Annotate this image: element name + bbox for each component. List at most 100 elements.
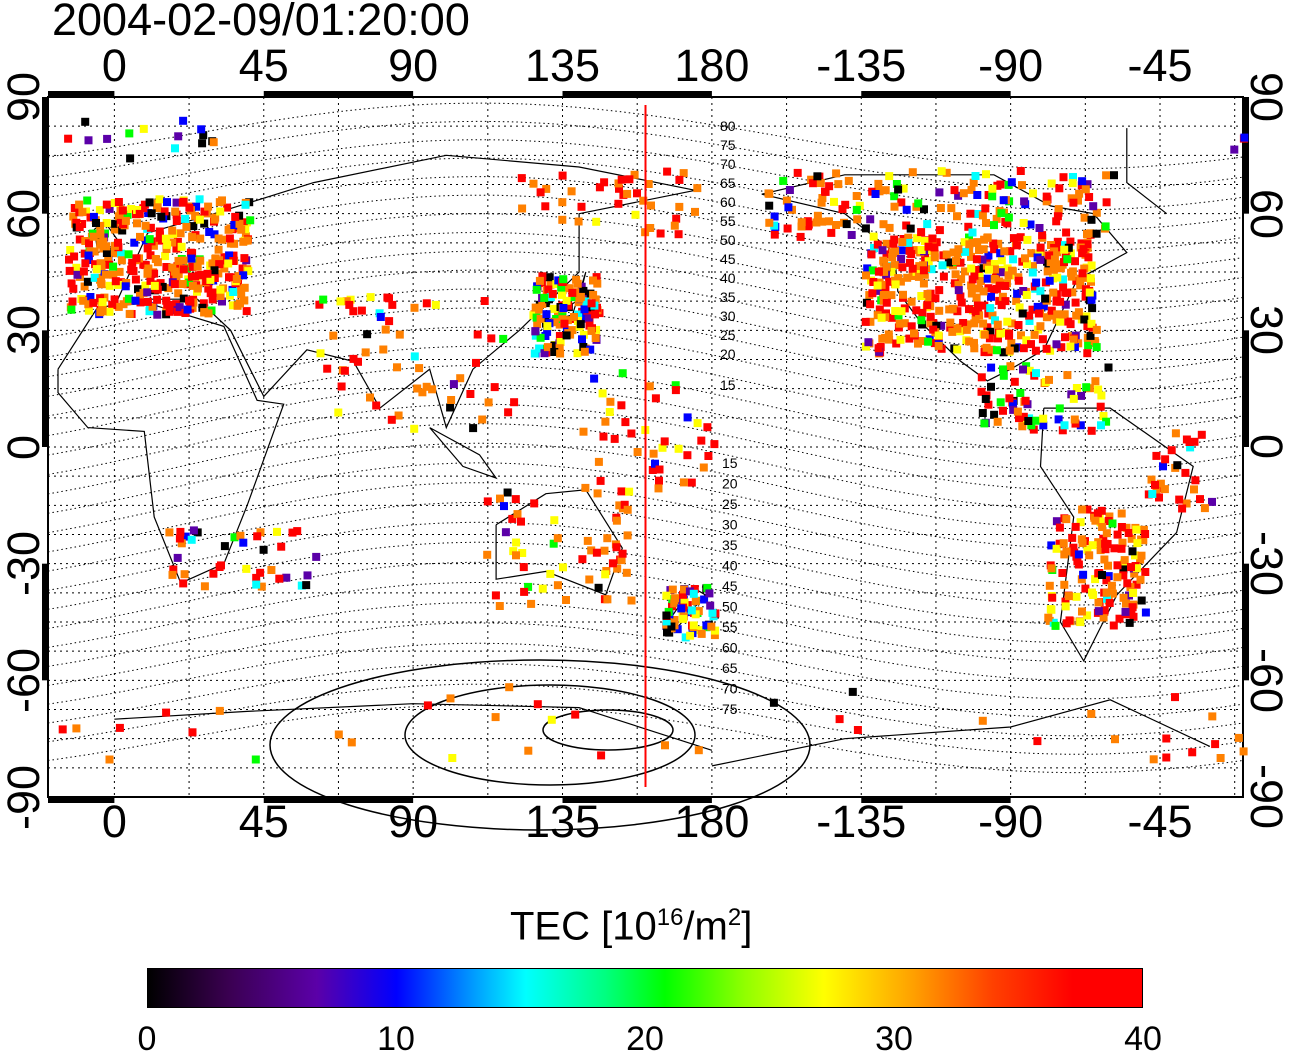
tec-cell [376, 313, 385, 321]
tec-cell [987, 345, 996, 354]
tec-cell [1094, 538, 1103, 547]
coastline [761, 174, 1128, 382]
tec-cell [1050, 255, 1059, 264]
tec-cell [574, 310, 583, 319]
tec-cell [90, 273, 99, 282]
tec-cell [103, 134, 112, 143]
tec-cell [209, 569, 218, 578]
tec-cell [838, 205, 847, 214]
tec-cell [930, 243, 939, 252]
tec-cell [690, 585, 699, 593]
tec-cell [899, 290, 907, 299]
lon-tick-top: 0 [101, 40, 127, 91]
contour-label: 75 [722, 701, 738, 717]
tec-cell [889, 239, 898, 248]
tec-cell [578, 335, 586, 344]
tec-cell [153, 204, 161, 212]
tec-cell [388, 300, 397, 309]
tec-cell [1197, 430, 1206, 439]
tec-cell [1063, 255, 1072, 264]
tec-cell [927, 265, 936, 274]
tec-cell [1102, 588, 1111, 597]
tec-cell [1003, 317, 1012, 326]
tec-cell [881, 186, 890, 195]
tec-cell [959, 319, 968, 327]
lat-tick-right: 0 [1241, 434, 1292, 460]
tec-cell [917, 228, 926, 237]
tec-cell [983, 257, 992, 266]
tec-cell [1076, 421, 1085, 430]
tec-cell [538, 584, 547, 593]
tec-cell [1052, 544, 1061, 553]
tec-cell [499, 334, 508, 343]
contour-label: 50 [720, 232, 736, 248]
tec-cell [570, 293, 579, 302]
tec-cell [96, 240, 105, 249]
tec-cell [1072, 592, 1081, 601]
tec-cell [1047, 311, 1056, 320]
tec-cell [1052, 517, 1061, 526]
tec-cell [809, 179, 818, 188]
tec-cell [594, 583, 603, 592]
tec-cell [155, 231, 164, 240]
tec-cell [70, 204, 79, 212]
tec-cell [1083, 545, 1092, 554]
tec-cell [557, 283, 566, 292]
tec-cell [518, 204, 527, 213]
tec-cell [1113, 573, 1122, 582]
tec-cell [546, 280, 555, 289]
tec-cell [1129, 612, 1138, 621]
tec-cell [896, 335, 905, 344]
tec-cell [587, 546, 596, 555]
tec-cell [1137, 596, 1146, 605]
tec-cell [595, 183, 604, 192]
tec-cell [556, 338, 565, 346]
tec-cell [1043, 267, 1052, 276]
tec-cell [923, 301, 932, 310]
tec-cell [1100, 606, 1109, 615]
tec-cell [124, 294, 133, 303]
tec-cell [935, 286, 944, 295]
tec-cell [592, 217, 601, 226]
tec-cell [987, 363, 996, 372]
tec-cell [293, 527, 302, 536]
tec-cell [1105, 512, 1114, 521]
tec-cell [354, 357, 362, 366]
tec-cell [1018, 309, 1027, 318]
tec-cell [874, 286, 883, 295]
tec-cell [1057, 343, 1066, 352]
contour-label: 60 [722, 640, 738, 656]
tec-cell [1120, 556, 1129, 565]
tec-cell [1171, 693, 1179, 702]
contour-label: 30 [720, 308, 736, 324]
tec-cell [1072, 384, 1081, 392]
tec-cell [1087, 295, 1096, 304]
tec-cell [97, 262, 106, 271]
tec-cell [535, 344, 544, 353]
tec-cell [146, 276, 155, 285]
tec-cell [257, 582, 266, 591]
tec-cell [965, 240, 974, 249]
tec-cell [1096, 402, 1105, 411]
tec-cell [484, 398, 493, 407]
tec-cell [1031, 346, 1040, 355]
tec-cell [1033, 737, 1042, 746]
tec-cell [973, 301, 982, 310]
tec-cell [1077, 575, 1086, 584]
tec-cell [387, 415, 396, 424]
tec-cell [680, 598, 689, 607]
tec-cell [164, 284, 173, 293]
tec-cell [334, 408, 343, 417]
tec-cell [136, 298, 145, 307]
tec-cell [891, 280, 900, 289]
tec-cell [862, 342, 870, 351]
tec-cell [991, 316, 999, 325]
tec-cell [73, 270, 82, 279]
tec-cell [908, 264, 917, 273]
tec-cell [543, 322, 552, 331]
tec-cell [693, 419, 702, 428]
tec-cell [1053, 260, 1061, 269]
tec-cell [193, 262, 202, 271]
tec-cell [971, 307, 980, 315]
tec-cell [965, 246, 974, 255]
